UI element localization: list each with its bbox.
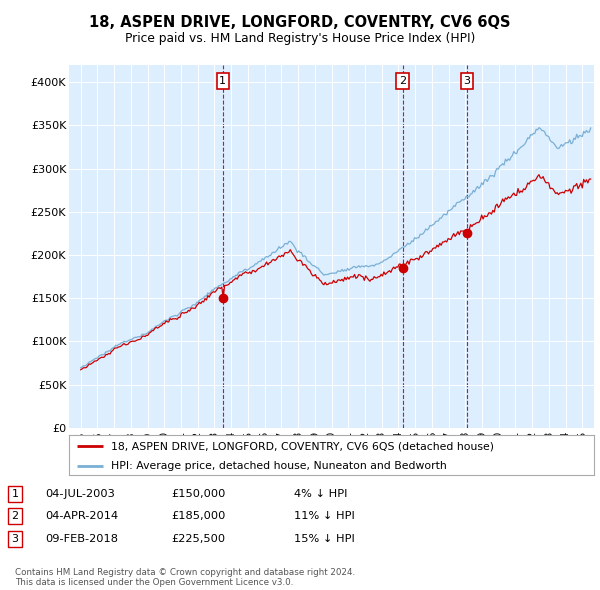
Text: 15% ↓ HPI: 15% ↓ HPI bbox=[294, 534, 355, 543]
Text: 04-APR-2014: 04-APR-2014 bbox=[45, 512, 118, 521]
Text: 11% ↓ HPI: 11% ↓ HPI bbox=[294, 512, 355, 521]
Text: £225,500: £225,500 bbox=[171, 534, 225, 543]
Text: 1: 1 bbox=[11, 489, 19, 499]
Text: 2: 2 bbox=[399, 76, 406, 86]
Text: Contains HM Land Registry data © Crown copyright and database right 2024.
This d: Contains HM Land Registry data © Crown c… bbox=[15, 568, 355, 587]
Text: Price paid vs. HM Land Registry's House Price Index (HPI): Price paid vs. HM Land Registry's House … bbox=[125, 32, 475, 45]
Text: 4% ↓ HPI: 4% ↓ HPI bbox=[294, 489, 347, 499]
Text: 09-FEB-2018: 09-FEB-2018 bbox=[45, 534, 118, 543]
Text: HPI: Average price, detached house, Nuneaton and Bedworth: HPI: Average price, detached house, Nune… bbox=[111, 461, 447, 471]
Text: 2: 2 bbox=[11, 512, 19, 521]
Text: 18, ASPEN DRIVE, LONGFORD, COVENTRY, CV6 6QS: 18, ASPEN DRIVE, LONGFORD, COVENTRY, CV6… bbox=[89, 15, 511, 30]
Text: 3: 3 bbox=[11, 534, 19, 543]
Text: £185,000: £185,000 bbox=[171, 512, 226, 521]
Text: 04-JUL-2003: 04-JUL-2003 bbox=[45, 489, 115, 499]
Text: 3: 3 bbox=[463, 76, 470, 86]
Text: £150,000: £150,000 bbox=[171, 489, 226, 499]
Text: 18, ASPEN DRIVE, LONGFORD, COVENTRY, CV6 6QS (detached house): 18, ASPEN DRIVE, LONGFORD, COVENTRY, CV6… bbox=[111, 441, 494, 451]
Text: 1: 1 bbox=[220, 76, 226, 86]
